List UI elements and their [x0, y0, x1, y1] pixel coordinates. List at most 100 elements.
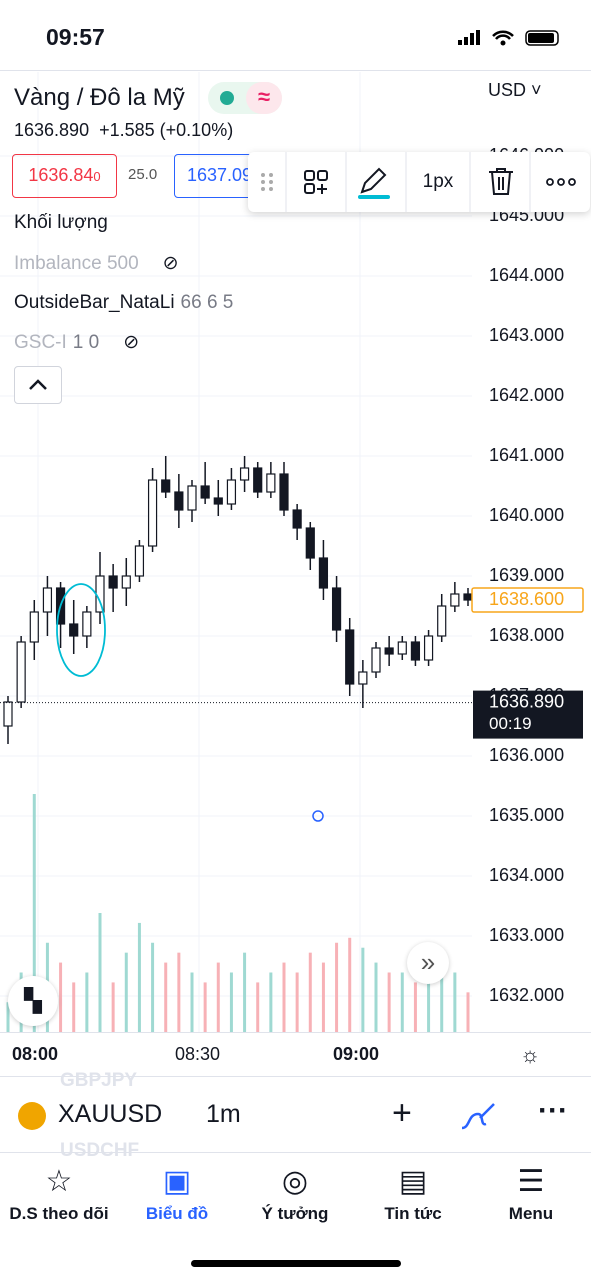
y-tick-label: 1640.000: [489, 505, 564, 525]
current-price-tag: [473, 690, 583, 739]
y-tick-label: 1642.000: [489, 385, 564, 405]
volume-bar: [466, 992, 470, 1032]
next-symbol: USDCHF: [60, 1140, 140, 1161]
candle-body: [279, 473, 289, 511]
candle-body: [16, 641, 26, 703]
indicator-name: Khối lượng: [14, 212, 108, 233]
price-line: 1636.890 +1.585 (+0.10%): [14, 120, 233, 141]
hide-icon[interactable]: ⊘: [123, 332, 140, 353]
sell-button[interactable]: 1636.840: [12, 154, 117, 198]
candle-body: [161, 479, 171, 493]
settings-icon[interactable]: ☼: [520, 1042, 541, 1067]
toolbar-icons: [261, 152, 576, 212]
indicator-params: 1 0: [72, 332, 100, 353]
nav-icon[interactable]: ◎: [281, 1165, 309, 1198]
volume-bar: [243, 952, 247, 1032]
candle-body: [397, 641, 407, 655]
symbol[interactable]: XAUUSD: [58, 1100, 163, 1128]
y-tick-label: 1638.000: [489, 625, 564, 645]
candle-body: [42, 587, 53, 613]
volume-bar: [427, 967, 431, 1032]
y-tick-label: 1636.000: [489, 745, 564, 765]
time-axis-line: [0, 1032, 591, 1033]
hide-icon[interactable]: ⊘: [162, 253, 179, 274]
current-price-label: 1636.890: [489, 691, 564, 711]
indicator-row[interactable]: Khối lượng: [14, 212, 108, 234]
candle-body: [3, 701, 13, 727]
gold-icon: [18, 1102, 46, 1130]
candle-body: [187, 485, 197, 511]
candle-body: [95, 575, 105, 613]
volume-bar: [137, 922, 141, 1032]
ask: 1637.09: [187, 165, 253, 185]
tv-logo[interactable]: ▚: [8, 976, 58, 1026]
y-tick-label: 1634.000: [489, 865, 564, 885]
countdown-label: 00:19: [489, 714, 532, 733]
volume-bar: [321, 962, 325, 1032]
nav-label[interactable]: Biểu đồ: [145, 1204, 209, 1223]
drawing-toolbar: 1px: [248, 152, 590, 212]
volume-bar: [348, 937, 352, 1032]
candle-body: [331, 587, 342, 631]
change: +1.585 (+0.10%): [99, 120, 234, 140]
candle-body: [82, 611, 92, 637]
alert-price-label: 1638.600: [489, 589, 564, 609]
line-width[interactable]: 1px: [422, 171, 454, 192]
y-tick-label: 1639.000: [489, 565, 564, 585]
last-price: 1636.890: [14, 120, 90, 140]
volume-bar: [216, 962, 220, 1032]
candle-body: [253, 467, 263, 493]
scroll-right[interactable]: »: [407, 942, 449, 984]
candle-body: [226, 479, 237, 505]
status-pill[interactable]: ≈: [208, 82, 282, 114]
candle-body: [305, 527, 315, 559]
candle-body: [266, 473, 276, 493]
volume-bar: [124, 952, 128, 1032]
nav-icon[interactable]: ☰: [517, 1165, 545, 1198]
candle-body: [463, 593, 473, 601]
volume-bar: [98, 913, 102, 1032]
nav-icon[interactable]: ☆: [45, 1165, 73, 1198]
y-tick-label: 1635.000: [489, 805, 564, 825]
candle-body: [200, 485, 210, 499]
interval[interactable]: 1m: [206, 1100, 241, 1128]
candle-body: [423, 635, 434, 661]
nav-label[interactable]: D.S theo dõi: [9, 1204, 109, 1223]
chevron-icon: [29, 379, 47, 390]
alert-price-tag: [471, 587, 584, 613]
spread: 25.0: [128, 166, 158, 183]
volume-bar: [6, 1002, 10, 1032]
nav-label[interactable]: Menu: [508, 1204, 554, 1223]
nav-label[interactable]: Ý tưởng: [261, 1204, 329, 1223]
volume-bar: [190, 972, 194, 1032]
nav-icon[interactable]: ▣: [162, 1165, 192, 1198]
status-time: 09:57: [46, 24, 105, 50]
nav-icon[interactable]: ▤: [398, 1165, 428, 1198]
volume-bar: [72, 982, 76, 1032]
divider: [0, 1152, 591, 1153]
candle-body: [345, 629, 355, 685]
add-button[interactable]: +: [392, 1094, 412, 1132]
collapse-button[interactable]: [14, 366, 62, 404]
candle-body: [213, 497, 223, 505]
indicator-row[interactable]: OutsideBar_NataLi 66 6 5: [14, 292, 233, 314]
drawing-ellipse: [56, 583, 106, 677]
indicator-name: GSC-I: [14, 332, 67, 353]
nav-label[interactable]: Tin tức: [384, 1204, 442, 1223]
candle-body: [384, 647, 394, 655]
time-label: 08:00: [12, 1044, 59, 1064]
currency[interactable]: USD ˅: [488, 80, 542, 100]
indicator-row[interactable]: GSC-I 1 0 ⊘: [14, 331, 139, 354]
candle-body: [239, 467, 250, 481]
y-tick-label: 1644.000: [489, 265, 564, 285]
home-indicator: [191, 1260, 401, 1267]
volume-bar: [269, 972, 273, 1032]
candle-body: [108, 575, 118, 589]
indicator-row[interactable]: Imbalance 500 ⊘: [14, 252, 179, 275]
volume-bar: [229, 972, 233, 1032]
draw-button[interactable]: [458, 1098, 502, 1134]
time-label: 08:30: [175, 1044, 221, 1064]
divider: [0, 70, 591, 71]
more-button[interactable]: ···: [538, 1094, 568, 1127]
